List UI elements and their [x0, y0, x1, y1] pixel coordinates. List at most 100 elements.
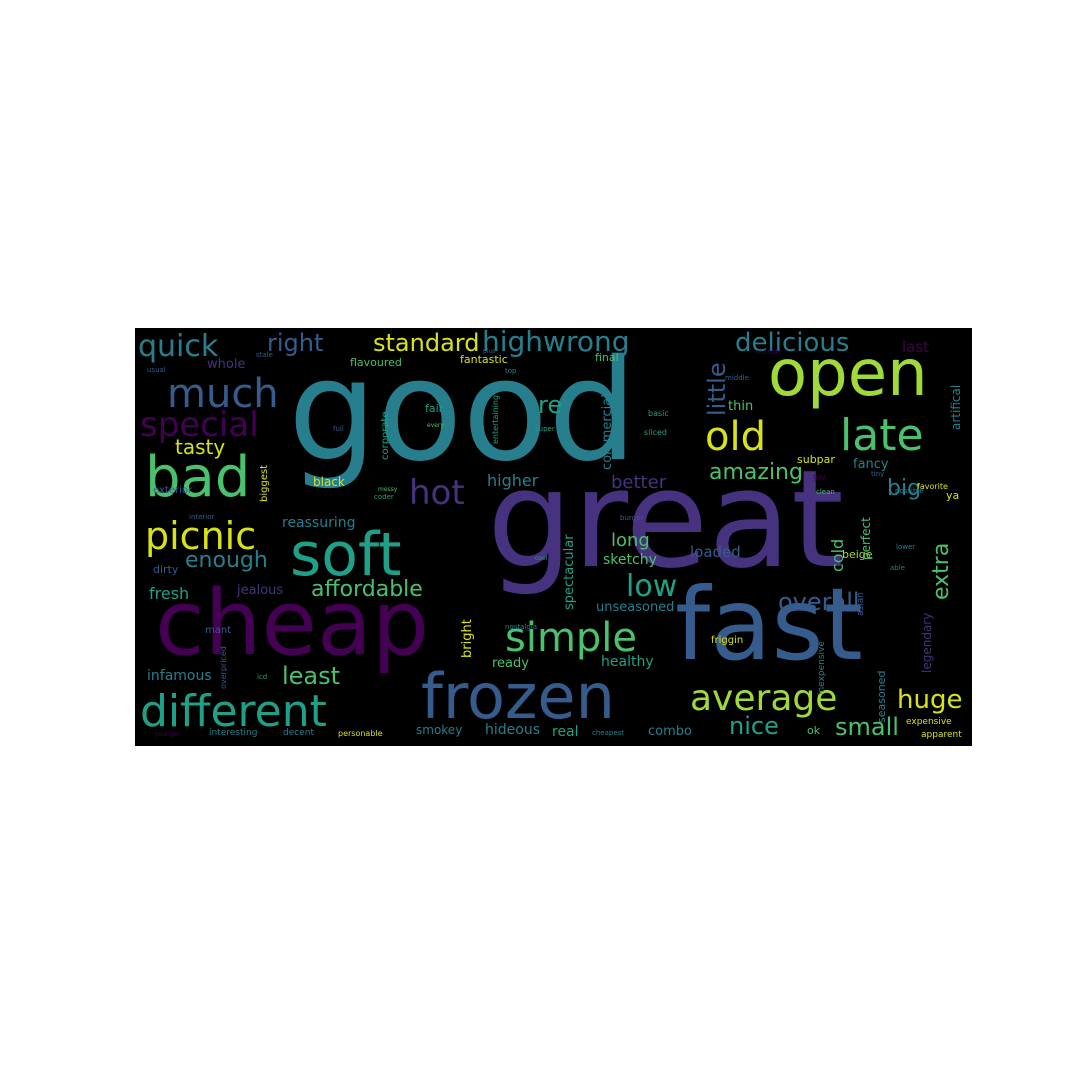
word-mant: mant	[205, 625, 232, 636]
word-old: old	[705, 414, 766, 460]
word-perfect: perfect	[859, 517, 873, 560]
word-usual: usual	[147, 366, 166, 374]
word-right: right	[267, 329, 324, 357]
word-infamous: infamous	[147, 668, 212, 684]
word-standard: standard	[373, 329, 480, 357]
word-late: late	[840, 410, 924, 461]
word-icd: icd	[257, 673, 268, 681]
word-stale: stale	[256, 351, 273, 359]
word-plus: plus	[483, 348, 496, 355]
word-cool: cool	[535, 555, 548, 562]
word-re: re	[538, 391, 563, 419]
word-unseasoned: unseasoned	[596, 600, 675, 615]
word-highwrong: highwrong	[482, 328, 630, 358]
word-personable: personable	[338, 729, 383, 738]
word-low: low	[626, 569, 678, 604]
word-spectacular: spectacular	[562, 534, 577, 610]
word-fair: fair	[425, 402, 444, 415]
word-full: full	[333, 425, 344, 433]
word-inexpensive: inexpensive	[817, 641, 827, 695]
word-possible: possible	[895, 487, 924, 495]
word-amazing: amazing	[709, 460, 803, 485]
word-decent: decent	[283, 728, 314, 738]
word-ya: ya	[946, 489, 960, 502]
word-huge: huge	[897, 685, 963, 715]
word-long: long	[611, 530, 650, 551]
word-corporate: corporate	[380, 411, 391, 460]
word-tasty: tasty	[175, 435, 226, 459]
word-outside: outside	[756, 348, 782, 356]
word-higher: higher	[487, 471, 539, 490]
word-enough: enough	[185, 548, 268, 573]
word-top: top	[505, 367, 517, 375]
word-thin: thin	[728, 399, 754, 414]
word-gay: gay	[813, 473, 826, 481]
word-special: special	[140, 405, 259, 445]
word-smokey: smokey	[416, 723, 463, 737]
word-black: black	[313, 475, 345, 489]
word-seasoned: seasoned	[875, 670, 888, 723]
word-real: real	[552, 724, 579, 740]
word-apparent: apparent	[921, 730, 962, 740]
word-friggin: friggin	[711, 635, 744, 646]
word-favorite: favorite	[917, 482, 948, 491]
word-flavoured: flavoured	[350, 356, 402, 369]
word-younger: younger	[155, 731, 180, 738]
word-cheap: cheap	[155, 571, 430, 676]
word-extra: extra	[929, 542, 954, 600]
word-overpriced: overpriced	[219, 646, 228, 689]
word-fast: fast	[675, 566, 863, 683]
word-biggest: biggest	[259, 464, 270, 502]
word-soft: soft	[290, 520, 402, 590]
word-better: better	[611, 472, 667, 493]
word-affordable: affordable	[311, 577, 423, 602]
word-nice: nice	[729, 712, 779, 740]
word-picnic: picnic	[145, 514, 257, 558]
word-bright: bright	[460, 619, 475, 658]
word-cheapest: cheapest	[592, 729, 625, 737]
word-subpar: subpar	[797, 453, 835, 466]
word-sketchy: sketchy	[603, 552, 657, 568]
word-hideous: hideous	[485, 722, 540, 738]
word-basic: basic	[648, 409, 669, 418]
word-legendary: legendary	[920, 612, 934, 673]
word-average: average	[690, 678, 838, 719]
word-commercial: commercial	[600, 394, 615, 470]
word-ready: ready	[492, 656, 529, 671]
word-bad: bad	[145, 445, 251, 510]
word-tiny: tiny	[871, 470, 885, 478]
word-expensive: expensive	[906, 717, 952, 727]
word-loaded: loaded	[690, 543, 741, 561]
word-frozen: frozen	[421, 660, 615, 733]
word-clean: clean	[816, 488, 835, 496]
word-exterior: exterior	[153, 485, 193, 496]
word-least: least	[282, 662, 341, 690]
word-jealous: jealous	[237, 583, 284, 598]
word-coder: coder	[374, 493, 394, 501]
word-combo: combo	[648, 724, 692, 739]
word-middle: middle	[725, 374, 749, 382]
word-small: small	[835, 713, 899, 741]
word-little: little	[703, 362, 731, 416]
word-fresh: fresh	[149, 584, 190, 603]
word-great: great	[487, 441, 844, 598]
word-artifical: artifical	[949, 384, 963, 430]
word-fantastic: fantastic	[460, 353, 508, 366]
word-different: different	[140, 686, 327, 737]
word-cloud: good great cheap fast frozen soft open d…	[135, 328, 972, 746]
word-super: super	[535, 425, 555, 433]
word-messy: messy	[378, 486, 398, 493]
word-dirty: dirty	[153, 563, 179, 576]
word-whole: whole	[207, 357, 246, 372]
word-lower: lower	[896, 543, 916, 551]
word-fancy: fancy	[853, 457, 889, 472]
word-overall: overall	[778, 588, 860, 616]
word-healthy: healthy	[601, 654, 654, 670]
word-ok: ok	[807, 724, 821, 737]
word-much: much	[167, 371, 279, 417]
word-every: every	[427, 422, 444, 429]
word-burger: burger	[620, 514, 644, 522]
word-entertaining: entertaining	[491, 394, 500, 444]
word-asian: asian	[856, 592, 866, 616]
word-interesting: interesting	[209, 728, 258, 738]
